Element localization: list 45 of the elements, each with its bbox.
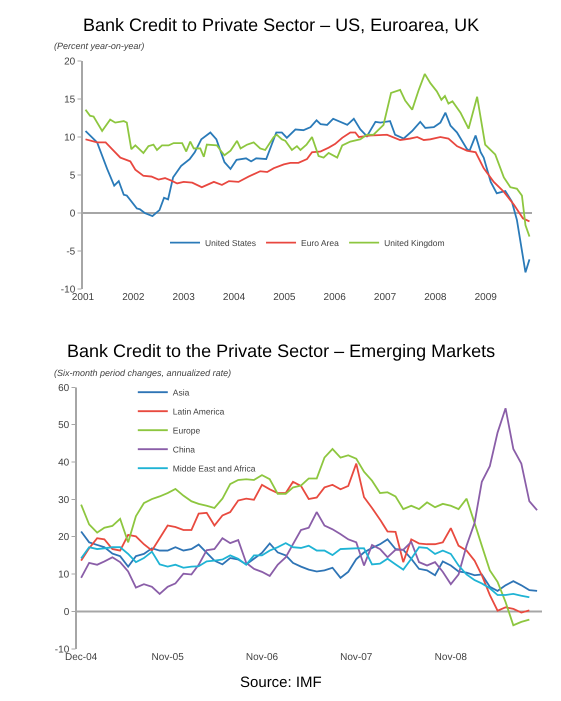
x-tick-label: 2004 [222, 292, 246, 304]
y-tick-label: 10 [64, 132, 76, 144]
y-tick-label: 50 [58, 420, 70, 432]
y-tick-label: 0 [64, 606, 70, 618]
x-tick-label: 2008 [424, 292, 447, 304]
legend-label: United Kingdom [384, 238, 445, 248]
x-tick-label: 2007 [374, 292, 397, 304]
chart-title: Bank Credit to Private Sector – US, Euroarea, UK [83, 15, 480, 35]
x-tick-label: 2001 [72, 292, 95, 304]
y-tick-label: -5 [66, 246, 76, 258]
legend-label: Asia [172, 388, 190, 398]
y-tick-label: 30 [58, 494, 70, 506]
line-series [80, 530, 538, 592]
source-note: Source: IMF [240, 674, 322, 691]
legend-label: Europe [172, 426, 200, 436]
chart-subtitle: (Percent year-on-year) [54, 41, 144, 51]
chart-title: Bank Credit to the Private Sector – Emerging Markets [67, 341, 496, 361]
y-tick-label: 60 [58, 382, 70, 394]
x-tick-label: 2002 [122, 292, 145, 304]
x-tick-label: 2006 [324, 292, 346, 304]
chart-subtitle: (Six-month period changes, annualized rate) [54, 368, 232, 378]
y-tick-label: 10 [58, 570, 70, 581]
x-tick-label: 2005 [273, 292, 296, 304]
y-tick-label: 5 [70, 170, 76, 182]
x-tick-label: 2009 [474, 292, 498, 304]
x-tick-label: Nov-07 [340, 652, 373, 663]
y-tick-label: 40 [58, 458, 70, 469]
y-tick-label: 20 [58, 532, 70, 544]
legend-label: China [172, 444, 196, 455]
line-series [80, 462, 530, 614]
legend-label: Euro Area [301, 238, 340, 248]
y-tick-label: 15 [64, 94, 76, 106]
legend-label: Latin America [172, 406, 225, 417]
line-series [80, 448, 530, 626]
legend-label: Midde East and Africa [172, 464, 256, 474]
x-tick-label: Nov-05 [152, 652, 184, 663]
y-tick-label: 20 [64, 56, 76, 68]
x-tick-label: 2003 [172, 292, 196, 304]
y-tick-label: 0 [70, 208, 76, 220]
x-tick-label: Nov-08 [434, 652, 468, 663]
line-series [80, 407, 538, 595]
line-series [80, 542, 530, 598]
legend-label: United States [205, 238, 256, 248]
x-tick-label: Dec-04 [65, 652, 98, 663]
x-tick-label: Nov-06 [246, 652, 279, 663]
